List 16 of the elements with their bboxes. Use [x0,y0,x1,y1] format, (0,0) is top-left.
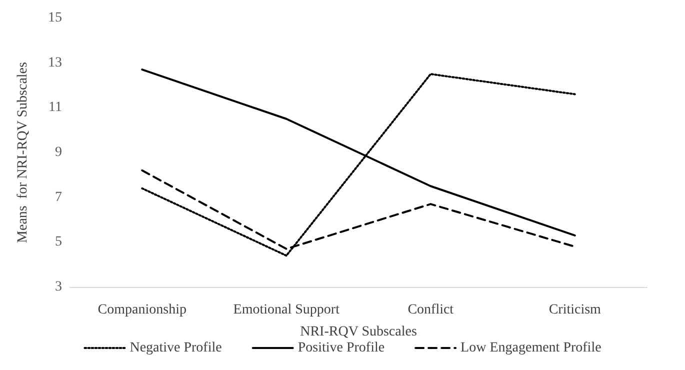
y-tick-label: 7 [55,190,62,205]
y-tick-label: 11 [48,100,62,116]
y-tick-label: 5 [55,234,62,250]
y-tick-label: 15 [48,10,62,26]
x-tick-label: Conflict [408,302,454,318]
y-tick-label: 3 [55,280,62,294]
legend-label: Low Engagement Profile [460,340,602,356]
y-tick-label: 13 [48,55,62,70]
x-tick-label: Companionship [98,302,186,318]
legend-label: Positive Profile [298,340,385,356]
x-axis-title: NRI-RQV Subscales [300,324,417,340]
legend-label: Negative Profile [130,340,222,356]
x-tick-label: Criticism [548,302,602,318]
y-tick-label: 9 [55,145,62,160]
x-tick-label: Emotional Support [233,302,340,318]
y-axis-title: Means for NRI-RQV Subscales [16,62,30,243]
